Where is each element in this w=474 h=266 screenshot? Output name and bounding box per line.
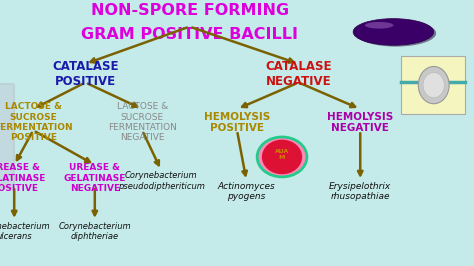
Ellipse shape bbox=[257, 137, 307, 177]
Text: UREASE &
GELATINASE
NEGATIVE: UREASE & GELATINASE NEGATIVE bbox=[64, 163, 126, 193]
Ellipse shape bbox=[423, 72, 445, 98]
Ellipse shape bbox=[365, 22, 393, 29]
Text: AUA
M: AUA M bbox=[275, 149, 289, 160]
Text: Corynebacterium
ulcerans: Corynebacterium ulcerans bbox=[0, 222, 51, 241]
Text: CATALASE
NEGATIVE: CATALASE NEGATIVE bbox=[265, 60, 332, 89]
Ellipse shape bbox=[419, 66, 449, 104]
Text: NON-SPORE FORMING: NON-SPORE FORMING bbox=[91, 3, 289, 18]
FancyBboxPatch shape bbox=[401, 56, 465, 114]
Text: Corynebacterium
diphtheriae: Corynebacterium diphtheriae bbox=[58, 222, 131, 241]
Text: CATALASE
POSITIVE: CATALASE POSITIVE bbox=[52, 60, 118, 89]
Text: Erysipelothrix
rhusopathiae: Erysipelothrix rhusopathiae bbox=[329, 182, 392, 201]
Text: Actinomyces
pyogens: Actinomyces pyogens bbox=[218, 182, 275, 201]
Ellipse shape bbox=[356, 20, 436, 47]
Text: GRAM POSITIVE BACILLI: GRAM POSITIVE BACILLI bbox=[81, 27, 298, 41]
Text: Corynebacterium
pseudodiptheriticum: Corynebacterium pseudodiptheriticum bbox=[118, 171, 205, 190]
Text: LACTOSE &
SUCROSE
FERMENTATION
POSITIVE: LACTOSE & SUCROSE FERMENTATION POSITIVE bbox=[0, 102, 73, 143]
Ellipse shape bbox=[353, 19, 434, 45]
Text: HEMOLYSIS
POSITIVE: HEMOLYSIS POSITIVE bbox=[204, 111, 270, 133]
Text: UREASE &
GELATINASE
POSITIVE: UREASE & GELATINASE POSITIVE bbox=[0, 163, 46, 193]
Ellipse shape bbox=[356, 20, 436, 47]
Text: HEMOLYSIS
NEGATIVE: HEMOLYSIS NEGATIVE bbox=[327, 111, 393, 133]
Text: LACTOSE &
SUCROSE
FERMENTATION
NEGATIVE: LACTOSE & SUCROSE FERMENTATION NEGATIVE bbox=[108, 102, 177, 143]
Ellipse shape bbox=[356, 20, 436, 47]
FancyBboxPatch shape bbox=[0, 84, 14, 188]
Ellipse shape bbox=[262, 140, 302, 174]
